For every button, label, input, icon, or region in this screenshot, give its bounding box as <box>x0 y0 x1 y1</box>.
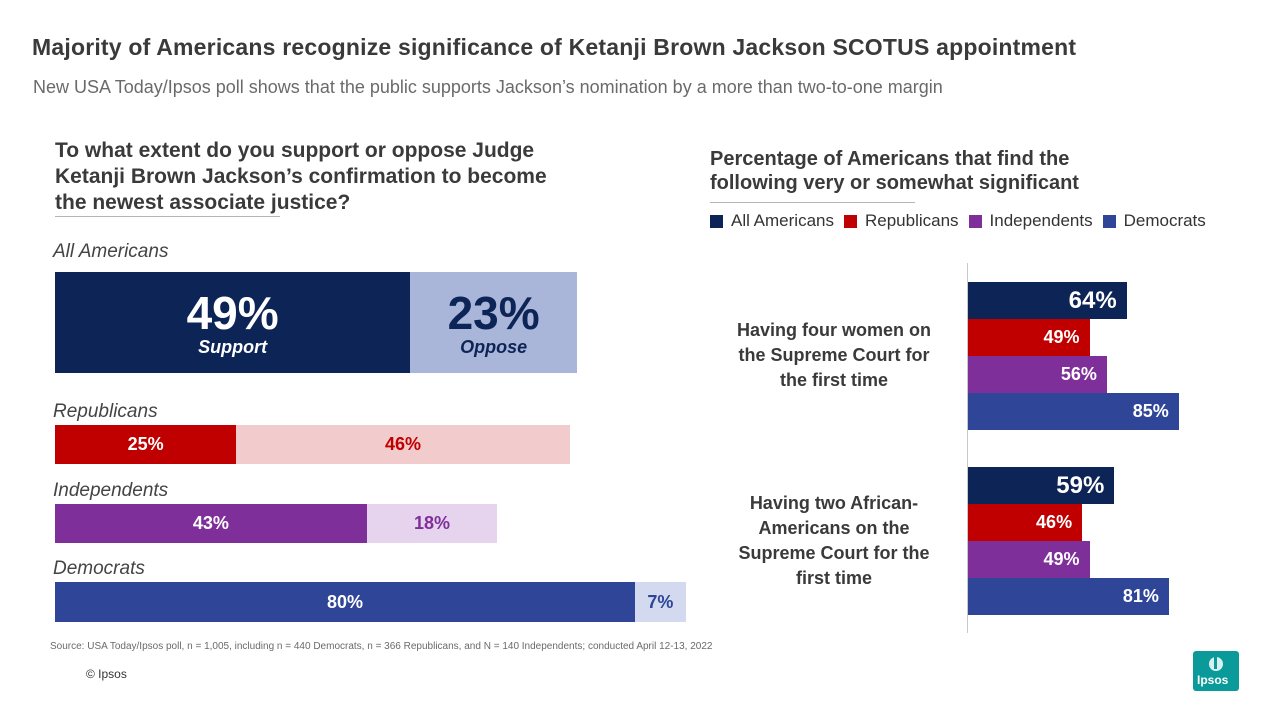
bar-value-label: 56% <box>1060 364 1097 384</box>
chart-title: Majority of Americans recognize signific… <box>32 34 1077 60</box>
bar-value-label: 81% <box>1122 586 1159 606</box>
legend-item: Republicans <box>843 211 959 231</box>
copyright: © Ipsos <box>86 667 127 681</box>
bar-republicans: 46% <box>968 504 1083 541</box>
group-label: Independents <box>53 480 169 501</box>
left-question-line: Ketanji Brown Jackson’s confirmation to … <box>55 165 547 188</box>
bar-democrats: 81% <box>968 578 1169 615</box>
right-title-line: following very or somewhat significant <box>710 172 1079 194</box>
category-label-line: the first time <box>779 370 889 390</box>
category-label: Having two African- Americans on the Supre… <box>704 491 964 591</box>
oppose-bar: 7% <box>635 582 686 622</box>
category-label-line: the Supreme Court for <box>738 345 930 365</box>
axis-line <box>967 263 968 633</box>
bar-value-label: 85% <box>1132 401 1169 421</box>
legend-item: Democrats <box>1102 211 1206 231</box>
support-value-label: 80% <box>326 591 364 612</box>
group-label: Democrats <box>53 558 145 579</box>
legend-swatch <box>710 214 723 228</box>
oppose-bar: 18% <box>366 504 498 543</box>
legend-label: Democrats <box>1123 211 1206 230</box>
legend-label: Independents <box>989 211 1093 230</box>
oppose-value-label: 23% <box>447 286 540 339</box>
category-label-line: Americans on the <box>758 518 910 538</box>
oppose-series-label: Oppose <box>460 336 528 357</box>
legend-label: All Americans <box>731 211 834 230</box>
chart-subtitle: New USA Today/Ipsos poll shows that the … <box>33 77 943 97</box>
oppose-value-label: 7% <box>647 591 674 612</box>
group-label: Republicans <box>53 401 158 422</box>
significance-chart: Having four women on the Supreme Court fo… <box>704 282 1179 615</box>
logo-mark-icon <box>1209 657 1223 671</box>
legend-swatch <box>968 214 982 228</box>
category-label-line: first time <box>795 568 873 588</box>
support-bar: 49% Support <box>55 272 411 373</box>
oppose-bar: 46% <box>236 425 570 464</box>
support-bar: 80% <box>55 582 635 622</box>
category-label-line: Having four women on <box>736 320 931 340</box>
left-title-divider <box>55 216 280 217</box>
source-note: Source: USA Today/Ipsos poll, n = 1,005,… <box>50 641 713 652</box>
ipsos-logo: Ipsos <box>1193 651 1239 691</box>
oppose-bar: 23% Oppose <box>410 272 577 373</box>
legend-label: Republicans <box>864 211 959 230</box>
group-label: All Americans <box>53 241 169 262</box>
legend-swatch <box>843 214 857 228</box>
category-label-line: Having two African- <box>749 493 919 513</box>
bar-independents: 56% <box>968 356 1107 393</box>
bar-democrats: 85% <box>968 393 1179 430</box>
support-oppose-chart: All Americans 49% Support 23% Oppose Republic… <box>0 0 686 640</box>
bar-value-label: 49% <box>1043 327 1080 347</box>
legend-item: Independents <box>968 211 1093 231</box>
bar-independents: 49% <box>968 541 1090 578</box>
left-question-line: the newest associate justice? <box>55 191 351 214</box>
bar-value-label: 49% <box>1043 549 1080 569</box>
right-chart-title: Percentage of Americans that find the fo… <box>710 147 1079 195</box>
support-bar: 43% <box>55 504 367 543</box>
legend-item: All Americans <box>710 211 834 231</box>
legend-swatch <box>1102 214 1116 228</box>
left-question-line: To what extent do you support or oppose … <box>55 139 535 162</box>
legend: All Americans Republicans Independents Demo… <box>710 211 1216 231</box>
logo-text: Ipsos <box>1197 673 1229 687</box>
support-bar: 25% <box>55 425 237 464</box>
support-value-label: 25% <box>127 434 164 454</box>
support-series-label: Support <box>198 336 268 357</box>
left-chart-question: To what extent do you support or oppose … <box>55 138 655 216</box>
bar-all-americans: 64% <box>968 282 1127 319</box>
right-title-divider <box>710 202 915 203</box>
oppose-value-label: 46% <box>384 434 422 454</box>
support-value-label: 43% <box>192 513 229 533</box>
category-label-line: Supreme Court for the <box>738 543 930 563</box>
bar-republicans: 49% <box>968 319 1090 356</box>
support-value-label: 49% <box>186 286 279 339</box>
category-label: Having four women on the Supreme Court fo… <box>704 318 964 393</box>
bar-value-label: 46% <box>1036 512 1073 532</box>
bar-value-label: 64% <box>1068 286 1117 314</box>
bar-value-label: 59% <box>1056 471 1105 499</box>
bar-all-americans: 59% <box>968 467 1115 504</box>
right-title-line: Percentage of Americans that find the <box>710 148 1070 170</box>
oppose-value-label: 18% <box>413 513 451 533</box>
